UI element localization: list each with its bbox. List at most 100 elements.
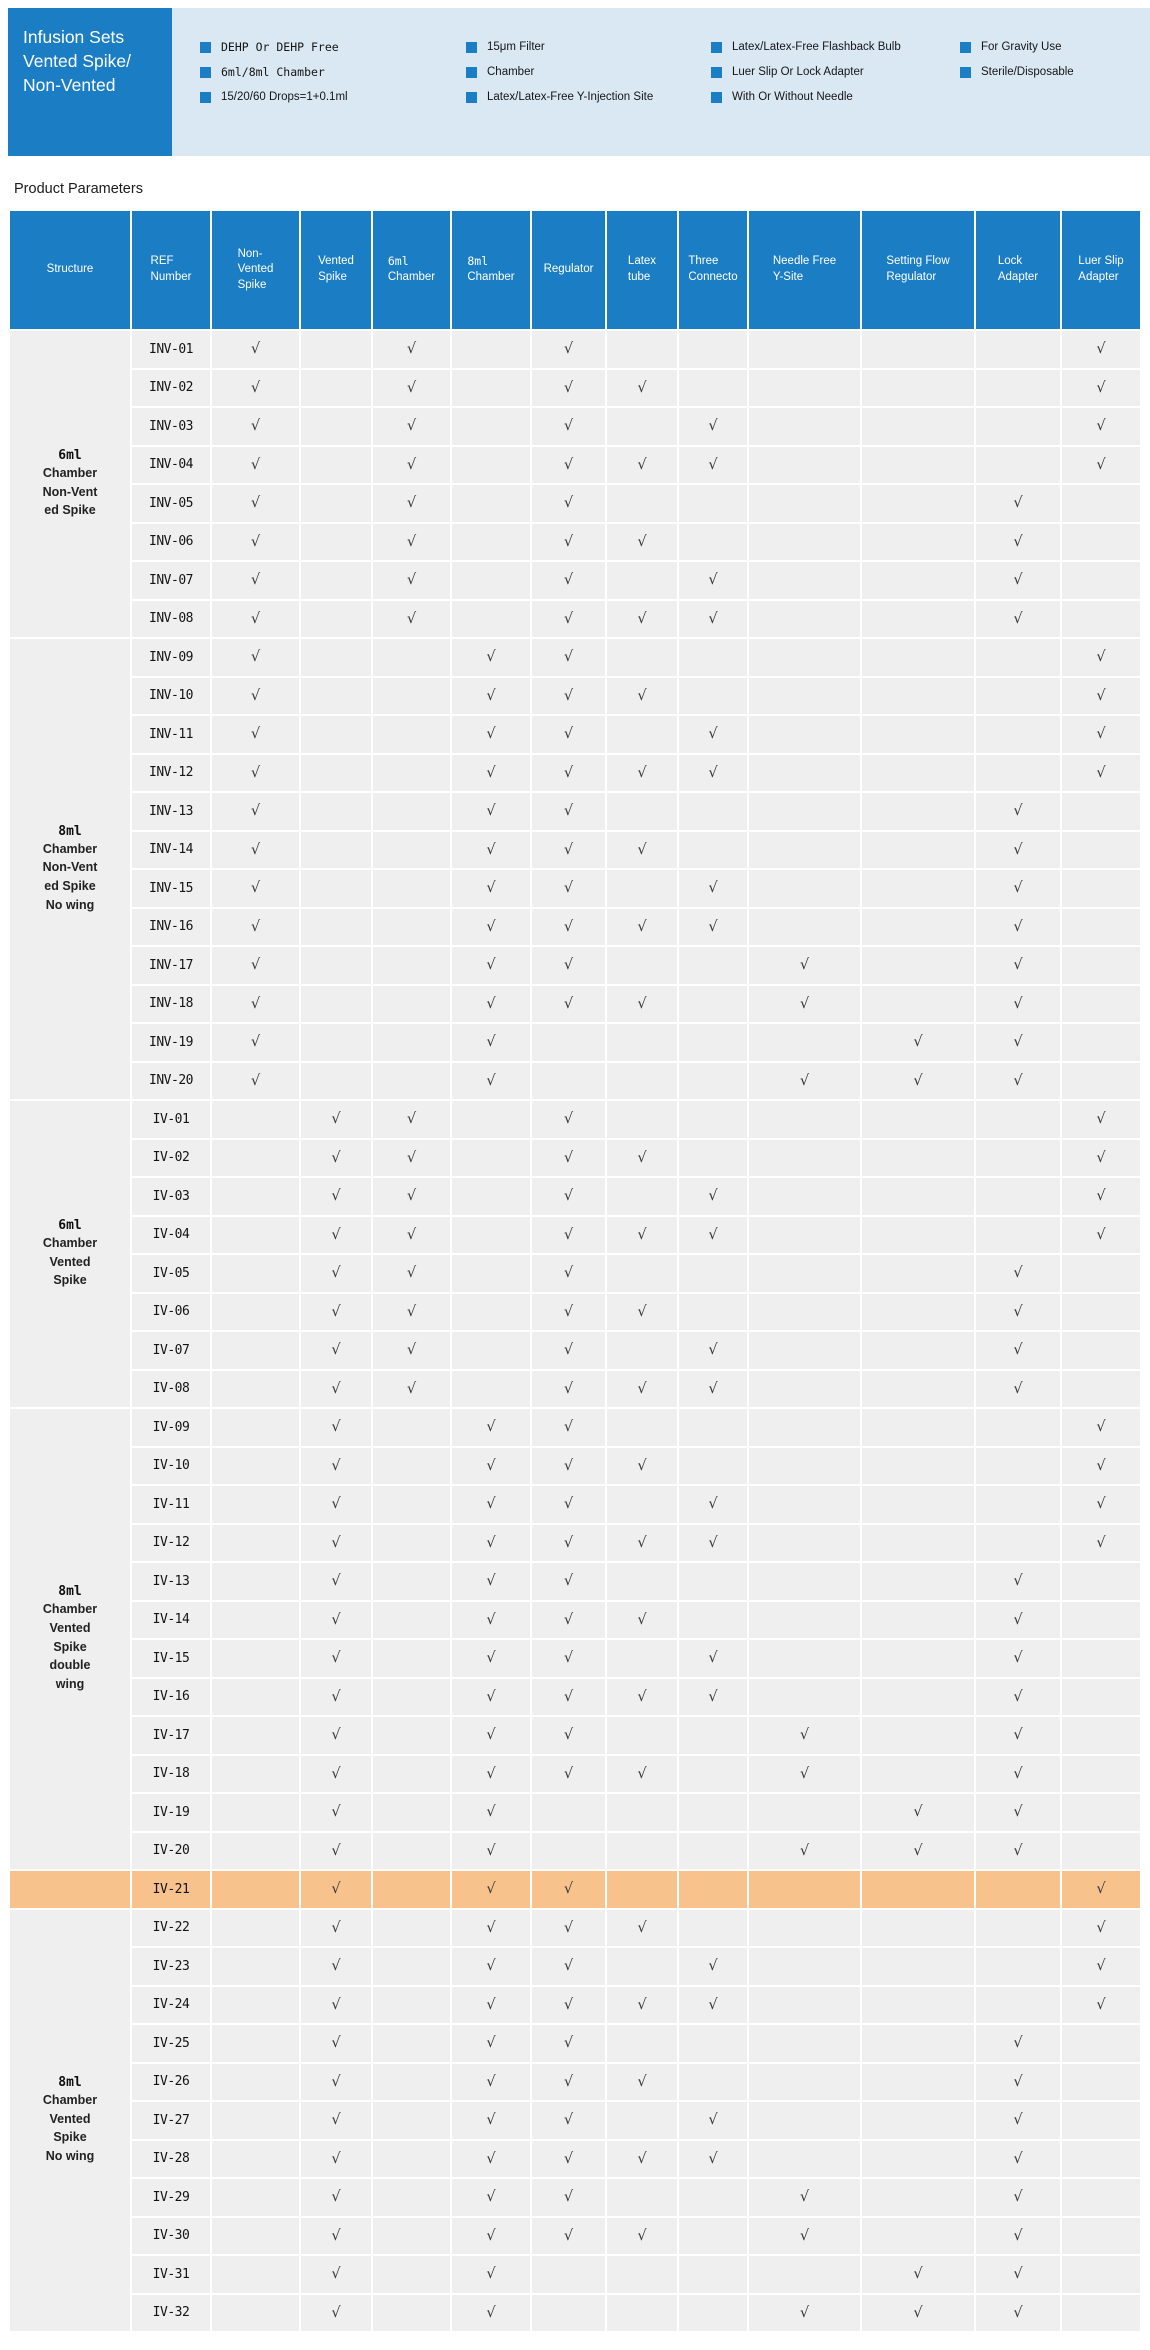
check-cell-regulator: √	[532, 1640, 605, 1677]
check-cell-lock-adapter	[976, 1447, 1060, 1484]
check-cell-regulator: √	[532, 677, 605, 714]
table-row: IV-32 √ √ √ √ √	[10, 2294, 1140, 2331]
check-mark: √	[637, 2227, 647, 2244]
ref-cell: IV-23	[132, 1948, 210, 1985]
check-mark: √	[563, 1496, 574, 1513]
check-cell-needle-free-y-site	[749, 408, 860, 445]
check-mark: √	[486, 1496, 496, 1513]
table-row: IV-29 √ √ √ √ √	[10, 2179, 1140, 2216]
check-cell-non-vented-spike	[212, 2294, 299, 2331]
check-cell-lock-adapter: √	[976, 947, 1060, 984]
header-label: Regulator	[544, 262, 594, 278]
header-line: 6ml	[387, 254, 409, 269]
check-cell-lock-adapter: √	[976, 1717, 1060, 1754]
table-row: IV-26 √ √ √ √ √	[10, 2063, 1140, 2100]
check-cell-chamber-8ml: √	[452, 639, 530, 676]
structure-label: Chamber Vented Spike	[42, 1235, 98, 1288]
feature-label: DEHP Or DEHP Free	[221, 40, 339, 54]
check-cell-non-vented-spike	[212, 1139, 299, 1176]
check-mark: √	[1013, 1804, 1023, 1821]
col-header-non-vented-spike: Non- Vented Spike	[212, 211, 299, 329]
check-cell-vented-spike: √	[301, 1601, 371, 1638]
check-cell-non-vented-spike	[212, 1717, 299, 1754]
check-cell-lock-adapter: √	[976, 1024, 1060, 1061]
check-cell-three-connecto	[679, 523, 747, 560]
check-mark: √	[406, 418, 417, 435]
check-cell-chamber-8ml	[452, 1139, 530, 1176]
header-line: Spike	[318, 271, 347, 283]
check-mark: √	[331, 1765, 341, 1782]
check-cell-latex-tube	[607, 1024, 677, 1061]
check-cell-setting-flow-regulator	[862, 369, 974, 406]
check-mark: √	[913, 1034, 923, 1051]
check-cell-three-connecto: √	[679, 1640, 747, 1677]
check-cell-chamber-6ml	[373, 1563, 450, 1600]
check-cell-lock-adapter	[976, 716, 1060, 753]
check-cell-three-connecto: √	[679, 1986, 747, 2023]
check-cell-chamber-6ml	[373, 831, 450, 868]
check-cell-luer-slip-adapter	[1062, 831, 1140, 868]
check-cell-needle-free-y-site	[749, 331, 860, 368]
check-mark: √	[563, 1919, 574, 1936]
header-label: Luer Slip Adapter	[1078, 254, 1123, 285]
check-cell-non-vented-spike	[212, 1370, 299, 1407]
check-cell-lock-adapter: √	[976, 523, 1060, 560]
col-header-ref-number: REF Number	[132, 211, 210, 329]
check-cell-non-vented-spike: √	[212, 369, 299, 406]
check-cell-chamber-8ml: √	[452, 2217, 530, 2254]
check-cell-chamber-8ml	[452, 446, 530, 483]
check-cell-luer-slip-adapter: √	[1062, 1986, 1140, 2023]
header-line: Vented	[318, 255, 354, 268]
check-cell-lock-adapter: √	[976, 1563, 1060, 1600]
check-cell-vented-spike: √	[301, 1717, 371, 1754]
check-cell-needle-free-y-site	[749, 1370, 860, 1407]
check-cell-regulator: √	[532, 716, 605, 753]
check-cell-chamber-6ml	[373, 1601, 450, 1638]
table-row: 8ml Chamber Non-Vent ed Spike No wing INV-…	[10, 639, 1140, 1099]
check-cell-latex-tube	[607, 1101, 677, 1138]
structure-cell: 8ml Chamber Vented Spike No wing	[10, 1909, 130, 2331]
table-row: IV-11 √ √ √ √ √	[10, 1486, 1140, 1523]
check-cell-vented-spike	[301, 369, 371, 406]
check-cell-chamber-6ml: √	[373, 1216, 450, 1253]
check-cell-regulator: √	[532, 1678, 605, 1715]
ref-cell: IV-10	[132, 1447, 210, 1484]
check-cell-luer-slip-adapter: √	[1062, 1139, 1140, 1176]
check-mark: √	[486, 2035, 496, 2052]
check-mark: √	[406, 1342, 417, 1359]
ref-cell: INV-12	[132, 754, 210, 791]
check-cell-chamber-8ml	[452, 600, 530, 637]
check-cell-luer-slip-adapter	[1062, 1601, 1140, 1638]
check-mark: √	[563, 1765, 574, 1782]
check-mark: √	[708, 1958, 718, 1975]
header-label: Structure	[47, 262, 94, 278]
check-cell-latex-tube	[607, 485, 677, 522]
check-mark: √	[250, 726, 261, 743]
check-cell-non-vented-spike: √	[212, 1024, 299, 1061]
check-cell-luer-slip-adapter	[1062, 985, 1140, 1022]
check-cell-three-connecto	[679, 2179, 747, 2216]
check-mark: √	[331, 1573, 341, 1590]
check-mark: √	[486, 1842, 496, 1859]
check-mark: √	[250, 764, 261, 781]
check-cell-lock-adapter: √	[976, 562, 1060, 599]
table-row: IV-23 √ √ √ √ √	[10, 1948, 1140, 1985]
check-cell-chamber-6ml	[373, 677, 450, 714]
check-cell-latex-tube: √	[607, 1293, 677, 1330]
check-cell-regulator: √	[532, 1139, 605, 1176]
col-header-needle-free-y-site: Needle Free Y-Site	[749, 211, 860, 329]
table-row: INV-11 √ √ √ √ √	[10, 716, 1140, 753]
check-cell-latex-tube	[607, 793, 677, 830]
ref-cell: INV-07	[132, 562, 210, 599]
col-header-three-connecto: Three Connecto	[679, 211, 747, 329]
table-row: IV-27 √ √ √ √ √	[10, 2102, 1140, 2139]
check-mark: √	[331, 2112, 341, 2129]
check-mark: √	[563, 1650, 574, 1667]
check-mark: √	[708, 418, 718, 435]
check-cell-luer-slip-adapter	[1062, 793, 1140, 830]
ref-cell: INV-05	[132, 485, 210, 522]
feature-item: With Or Without Needle	[711, 91, 952, 105]
check-cell-regulator: √	[532, 1755, 605, 1792]
check-mark: √	[250, 687, 261, 704]
check-cell-lock-adapter: √	[976, 793, 1060, 830]
